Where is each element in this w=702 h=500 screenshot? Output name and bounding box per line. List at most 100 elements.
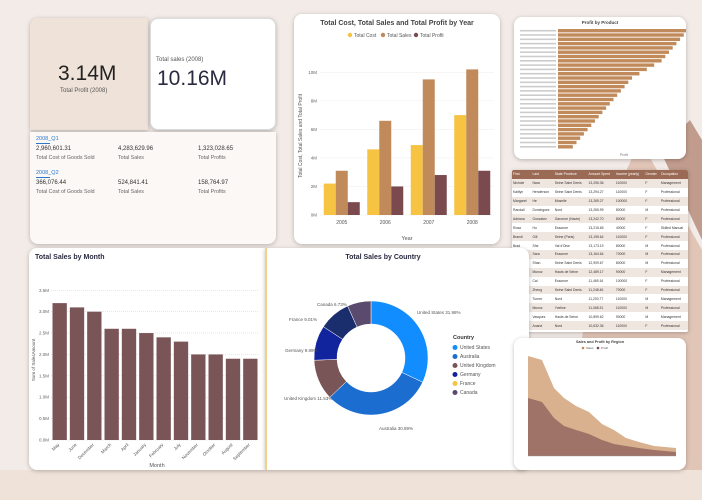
table-row[interactable]: KateAnandNord10,632.36110000FProfessiona… (512, 321, 688, 331)
month-bar (156, 337, 171, 440)
column-header[interactable]: Occupation (659, 170, 688, 179)
monthly-sales-card: Total Sales by Month 0.0M 0.5M 1.0M 1.5M 2.0M… (29, 248, 265, 470)
x-tick-label: 2005 (336, 220, 347, 226)
quarter-stats-card: 2008_Q1 2,960,601.31 Total Cost of Goods S… (30, 132, 276, 244)
quarter-title: 2008_Q1 (36, 136, 59, 142)
y-tick-label: 2.5M (39, 331, 49, 336)
legend-label: Australia (460, 354, 480, 360)
table-cell: 110000 (614, 303, 645, 313)
product-label-placeholder (520, 146, 556, 148)
bar-total-cost (410, 145, 423, 215)
profit-by-product-chart: Profit by Product Profit (520, 20, 686, 157)
y-axis-label: Sum of SalesAmount (31, 338, 36, 381)
y-tick-label: 10M (308, 70, 317, 75)
table-row[interactable]: LarryMunozYveline11,068.31110000MProfess… (512, 303, 688, 313)
table-row[interactable]: Margaret He Moselle 13,269.27 100000 F Profess… (512, 196, 688, 206)
column-header[interactable]: State Province (553, 170, 588, 179)
table-cell: Professional (660, 279, 680, 284)
table-row[interactable]: Nichole Nara Seine Saint Denis 13,255.36 110… (512, 178, 688, 188)
table-row[interactable]: JanetMunozHauts de Seine12,489.1790000FM… (512, 267, 688, 277)
profit-by-product-card: Profit by Product Profit (514, 17, 686, 159)
country-sales-chart: Total Sales by Country United States 31.9… (284, 254, 496, 431)
product-label-placeholder (520, 77, 556, 79)
table-row[interactable]: Adriana Gonzalez Garonne (Haute) 13,242.70 8… (512, 214, 688, 224)
slice-label: United Kingdom 11.53% (284, 396, 332, 401)
column-header[interactable]: Amount Spent (587, 170, 615, 179)
product-label-placeholder (520, 34, 556, 36)
column-header[interactable]: Last (531, 170, 554, 179)
table-cell: F (645, 190, 648, 195)
kpi-sales-label: Total sales (2008) (156, 57, 204, 63)
table-cell: Cai (532, 279, 538, 284)
chart-title: Total Sales by Country (345, 254, 420, 261)
table-cell: Professional (659, 321, 688, 331)
quarter-value-label: Total Cost of Goods Sold (36, 189, 95, 195)
table-cell: M (644, 303, 660, 313)
y-tick-label: 0.5M (39, 416, 49, 421)
product-bar (558, 72, 640, 76)
product-label-placeholder (520, 141, 556, 144)
month-bar (243, 358, 258, 440)
product-bar (558, 46, 673, 50)
table-row[interactable]: JordanTurnerNord11,200.77110000MManageme… (512, 294, 688, 303)
y-tick-label: 0.0M (39, 438, 49, 443)
product-label-placeholder (520, 115, 556, 118)
column-header[interactable]: Gender (644, 170, 660, 179)
table-cell: Professional (659, 250, 688, 259)
table-cell: Gill (531, 232, 554, 242)
product-label-placeholder (520, 120, 556, 122)
table-row[interactable]: LaceyZhengSeine Saint Denis11,248.467000… (512, 285, 688, 295)
table-cell: 11,068.31 (587, 303, 615, 313)
legend-marker (596, 346, 600, 350)
legend-label: Total Profit (420, 33, 444, 39)
table-row[interactable]: LarryVasquezHauts de Seine10,899.6290000… (512, 312, 688, 321)
month-bar (139, 333, 154, 440)
table-row[interactable]: FranciscoSaraEssonne13,164.6470000MProfe… (512, 250, 688, 259)
product-bar (558, 63, 655, 67)
table-cell: 13,173.19 (588, 243, 604, 248)
month-bar (69, 307, 85, 440)
table-cell: Management (660, 314, 681, 319)
bar-total-sales (422, 79, 435, 215)
table-row[interactable]: MauriceShanSeine Saint Denis12,909.67800… (512, 259, 688, 268)
table-cell: Skilled Manual (660, 225, 683, 230)
legend-label: United Kingdom (460, 363, 496, 369)
table-cell: M (645, 208, 649, 212)
table-cell: Seine Saint Denis (553, 285, 588, 295)
quarter-value: 366,076.44 (36, 180, 67, 186)
table-cell: Essonne (554, 225, 568, 230)
table-row[interactable]: LisaCaiEssonne11,469.16100000FProfession… (512, 277, 688, 286)
table-row[interactable]: Brandi Gill Seine (Paris) 13,195.64 110000 F P… (512, 232, 688, 242)
table-row[interactable]: Brad She Val d'Oise 13,173.19 80000 M Professi… (512, 241, 688, 250)
table-cell: Vasquez (532, 314, 546, 319)
table-cell: F (644, 232, 660, 242)
table-cell: Rosa (513, 225, 521, 230)
table-cell: Professional (660, 243, 680, 248)
table-cell: Dominguez (532, 208, 550, 212)
table-row[interactable]: Kaitlyn Henderson Seine Saint Denis 13,294.… (512, 188, 688, 197)
product-label-placeholder (520, 60, 556, 62)
product-bar (558, 67, 647, 72)
y-tick-label: 8M (311, 98, 318, 103)
quarter-value-label: Total Profits (198, 155, 226, 161)
bar-total-profit (391, 186, 404, 215)
column-header[interactable]: First (512, 170, 532, 179)
product-bar (558, 102, 610, 106)
quarter-value-label: Total Sales (118, 189, 144, 195)
legend-marker (452, 354, 458, 359)
customer-table-card: First Last State Province Amount Spent Incom… (512, 170, 688, 332)
quarter-value-label: Total Cost of Goods Sold (36, 155, 95, 161)
table-cell: 80000 (615, 261, 626, 266)
product-label-placeholder (520, 42, 556, 45)
bar-total-sales (335, 170, 348, 215)
table-cell: He (531, 196, 554, 206)
product-bar (558, 84, 625, 89)
y-tick-label: 3.5M (39, 288, 49, 293)
table-cell: M (645, 261, 649, 266)
product-bar (558, 115, 599, 119)
column-header[interactable]: Income (yearly) (614, 170, 645, 179)
table-row[interactable]: Randall Dominguez Nord 13,265.99 80000 M Profe… (512, 206, 688, 215)
table-row[interactable]: Rosa Hu Essonne 13,215.65 40000 F Skilled Manu… (512, 223, 688, 232)
legend-label: Canada (460, 390, 478, 396)
table-cell: F (644, 214, 660, 224)
